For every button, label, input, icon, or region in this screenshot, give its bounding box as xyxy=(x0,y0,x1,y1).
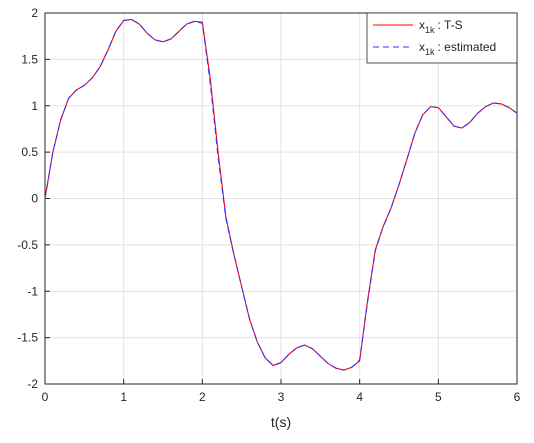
legend-sub: 1k xyxy=(425,25,435,35)
x-tick-label: 1 xyxy=(120,390,127,404)
legend-sub: 1k xyxy=(425,47,435,57)
y-tick-label: 0 xyxy=(31,192,38,206)
legend-box xyxy=(366,12,518,64)
x-tick-label: 2 xyxy=(199,390,206,404)
y-tick-label: 1.5 xyxy=(21,52,38,66)
y-tick-label: 0.5 xyxy=(21,145,38,159)
legend-base: x xyxy=(419,18,425,32)
series-line xyxy=(44,18,518,371)
y-tick-label: 1 xyxy=(31,99,38,113)
legend-label: x1k: estimated xyxy=(419,40,496,57)
y-tick-label: -2 xyxy=(27,377,38,391)
legend-label: x1k: T-S xyxy=(419,18,463,35)
legend-base: x xyxy=(419,40,425,54)
x-tick-label: 0 xyxy=(42,390,49,404)
y-tick-label: -1 xyxy=(27,284,38,298)
x-tick-label: 5 xyxy=(435,390,442,404)
x-axis-label: t(s) xyxy=(271,414,291,430)
x-tick-label: 4 xyxy=(356,390,363,404)
legend-text: : T-S xyxy=(438,18,463,32)
y-tick-label: -1.5 xyxy=(17,331,38,345)
x-tick-label: 3 xyxy=(278,390,285,404)
y-tick-label: 2 xyxy=(31,6,38,20)
y-tick-label: -0.5 xyxy=(17,238,38,252)
x-tick-label: 6 xyxy=(514,390,521,404)
legend-text: : estimated xyxy=(438,40,497,54)
